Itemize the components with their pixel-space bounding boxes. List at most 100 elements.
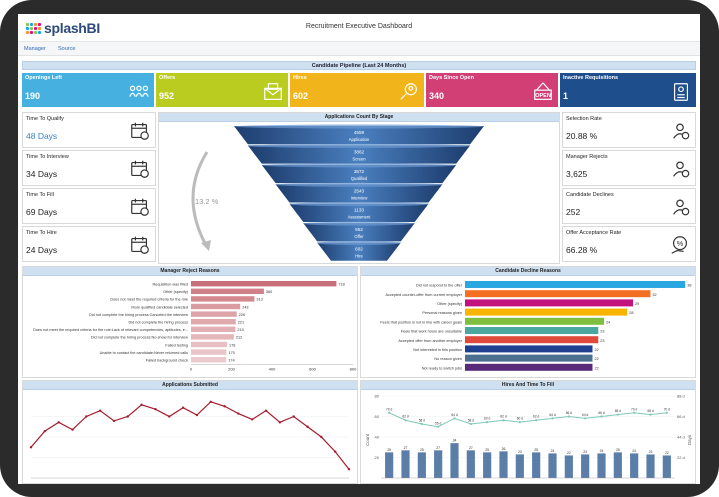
kpi-tile[interactable]: Inactive Requisitions 1 xyxy=(560,73,696,107)
bar[interactable] xyxy=(465,327,599,334)
line-point[interactable] xyxy=(535,419,538,422)
hires-bar[interactable] xyxy=(385,452,394,478)
line-point[interactable] xyxy=(223,405,226,408)
line-point[interactable] xyxy=(237,412,240,415)
line-point[interactable] xyxy=(567,415,570,418)
bar[interactable] xyxy=(191,357,227,363)
line-point[interactable] xyxy=(292,415,295,418)
hires-bar[interactable] xyxy=(515,454,524,478)
line-point[interactable] xyxy=(649,413,652,416)
kpi-tile[interactable]: Openings Left 190 xyxy=(22,73,154,107)
line-point[interactable] xyxy=(43,429,47,433)
metric-card[interactable]: Time To Qualify 48 Days xyxy=(22,112,156,148)
bar[interactable] xyxy=(191,326,236,332)
metric-card[interactable]: Candidate Declines 252 xyxy=(562,188,696,224)
bar[interactable] xyxy=(191,288,264,294)
hires-bar[interactable] xyxy=(434,450,443,478)
bar[interactable] xyxy=(465,345,593,353)
splashbi-logo[interactable]: splashBI xyxy=(26,19,100,37)
hires-bar[interactable] xyxy=(581,454,590,478)
bar[interactable] xyxy=(191,341,228,348)
bar[interactable] xyxy=(465,363,593,371)
hires-bar[interactable] xyxy=(564,455,573,478)
bar[interactable] xyxy=(465,336,599,344)
hires-bar[interactable] xyxy=(450,443,459,478)
hires-bar[interactable] xyxy=(483,452,492,478)
hires-bar[interactable] xyxy=(548,453,557,478)
line-point[interactable] xyxy=(404,419,407,422)
line-point[interactable] xyxy=(502,419,505,422)
line-point[interactable] xyxy=(665,411,668,414)
line-point[interactable] xyxy=(195,413,199,417)
hires-bar[interactable] xyxy=(401,450,410,478)
line-point[interactable] xyxy=(616,413,619,416)
line-point[interactable] xyxy=(388,411,391,414)
hires-bar[interactable] xyxy=(532,452,541,478)
funnel-segment[interactable] xyxy=(275,184,443,203)
line-point[interactable] xyxy=(600,415,603,418)
bar[interactable] xyxy=(191,334,234,340)
bar[interactable] xyxy=(191,311,237,317)
funnel-segment[interactable] xyxy=(303,223,415,242)
bar[interactable] xyxy=(465,354,593,362)
bar[interactable] xyxy=(191,349,227,355)
bar[interactable] xyxy=(465,281,686,288)
hires-bar[interactable] xyxy=(630,453,639,478)
line-point[interactable] xyxy=(333,450,337,453)
funnel-segment[interactable] xyxy=(261,164,457,184)
hires-bar[interactable] xyxy=(613,452,622,478)
kpi-tile[interactable]: Offers 952 xyxy=(156,73,288,107)
hires-bar[interactable] xyxy=(646,454,655,478)
kpi-tile[interactable]: Days Since Open 340 OPEN xyxy=(426,73,558,107)
metric-card[interactable]: Time To Hire 24 Days xyxy=(22,226,156,262)
line-point[interactable] xyxy=(168,415,171,418)
line-point[interactable] xyxy=(306,425,309,428)
line-point[interactable] xyxy=(486,420,489,424)
bar[interactable] xyxy=(465,290,651,298)
line-point[interactable] xyxy=(98,409,102,412)
line-point[interactable] xyxy=(264,409,268,412)
hires-bar[interactable] xyxy=(466,450,475,478)
line-point[interactable] xyxy=(209,400,212,404)
line-point[interactable] xyxy=(140,403,143,406)
bar[interactable] xyxy=(465,308,628,316)
metric-card[interactable]: Selection Rate 20.88 % xyxy=(562,112,696,148)
line-point[interactable] xyxy=(551,417,554,420)
funnel-segment[interactable] xyxy=(289,203,429,222)
hires-bar[interactable] xyxy=(417,452,426,478)
bar[interactable] xyxy=(465,317,605,325)
line-point[interactable] xyxy=(437,425,440,428)
line-point[interactable] xyxy=(126,415,129,418)
line-point[interactable] xyxy=(112,419,116,423)
line-point[interactable] xyxy=(85,415,88,418)
line-point[interactable] xyxy=(181,406,185,409)
bar[interactable] xyxy=(191,303,241,310)
bar[interactable] xyxy=(465,299,634,307)
metric-card[interactable]: Time To Interview 34 Days xyxy=(22,150,156,186)
line-point[interactable] xyxy=(469,422,472,426)
bar[interactable] xyxy=(191,296,255,302)
metric-card[interactable]: Offer Acceptance Rate 66.28 %% xyxy=(562,226,696,262)
nav-manager[interactable]: Manager xyxy=(24,46,46,52)
hires-bar[interactable] xyxy=(662,455,671,478)
line-point[interactable] xyxy=(154,407,157,411)
line-point[interactable] xyxy=(584,417,587,420)
funnel-segment[interactable] xyxy=(317,242,401,261)
line-point[interactable] xyxy=(57,421,60,424)
line-point[interactable] xyxy=(251,418,254,421)
hires-bar[interactable] xyxy=(597,453,606,478)
line-point[interactable] xyxy=(453,417,456,420)
line-point[interactable] xyxy=(420,422,423,426)
line-point[interactable] xyxy=(29,446,33,449)
funnel-segment[interactable] xyxy=(247,145,471,164)
kpi-tile[interactable]: Hires 602 xyxy=(290,73,424,107)
nav-source[interactable]: Source xyxy=(58,46,76,52)
line-point[interactable] xyxy=(71,428,74,431)
hires-bar[interactable] xyxy=(499,451,508,478)
line-point[interactable] xyxy=(633,411,636,414)
funnel-segment[interactable] xyxy=(234,126,484,145)
bar[interactable] xyxy=(191,281,337,287)
line-point[interactable] xyxy=(320,435,323,439)
line-point[interactable] xyxy=(278,421,282,424)
metric-card[interactable]: Manager Rejects 3,625 xyxy=(562,150,696,186)
